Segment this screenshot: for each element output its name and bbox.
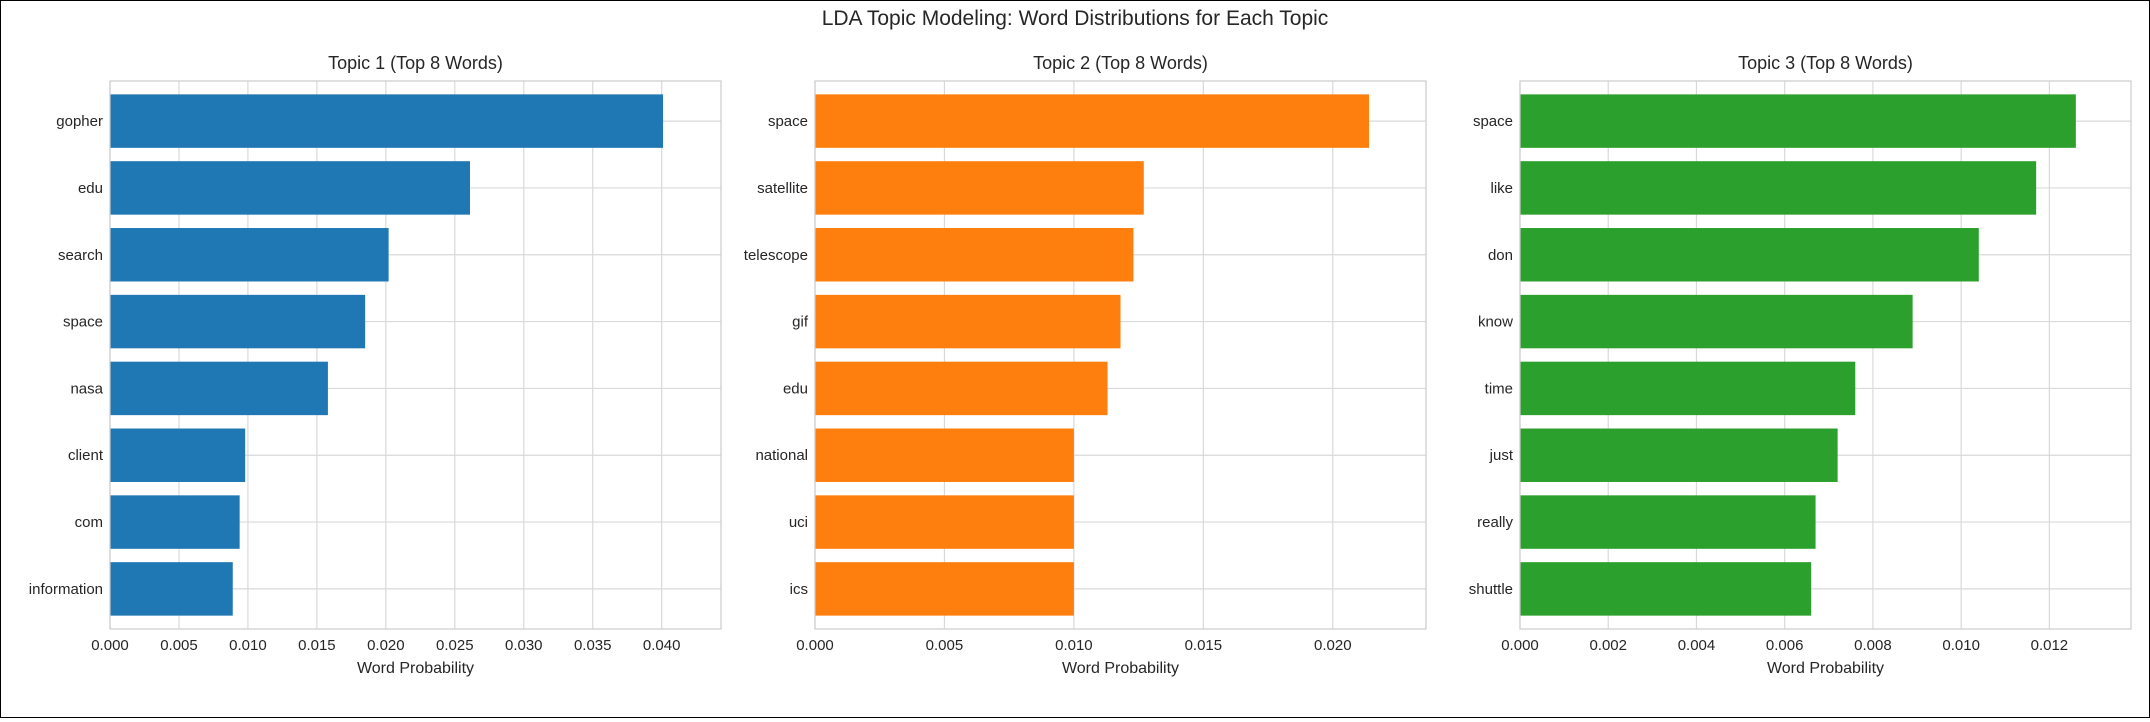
y-tick-label: client	[68, 447, 104, 464]
bar-satellite	[815, 161, 1144, 215]
x-tick-label: 0.020	[1314, 637, 1352, 654]
x-tick-label: 0.000	[796, 637, 834, 654]
x-tick-label: 0.010	[229, 637, 267, 654]
y-tick-label: just	[1489, 447, 1514, 464]
axes-frame	[814, 80, 1427, 630]
bar-com	[110, 495, 240, 549]
y-tick-label: satellite	[757, 180, 808, 197]
bar-edu	[815, 361, 1108, 416]
x-axis-label: Word Probability	[1767, 660, 1884, 677]
bar-space	[815, 94, 1370, 148]
x-tick-label: 0.006	[1766, 637, 1804, 654]
bar-gif	[815, 294, 1121, 349]
y-tick-label: don	[1488, 247, 1513, 264]
bar-time	[1520, 361, 1856, 416]
bar-search	[110, 228, 389, 282]
x-axis-label: Word Probability	[357, 660, 474, 677]
bar-gopher	[110, 94, 664, 148]
bar-space	[1520, 94, 2076, 148]
bar-just	[1520, 428, 1838, 482]
axes-frame	[109, 80, 722, 630]
bar-nasa	[110, 361, 328, 416]
y-tick-label: space	[768, 113, 808, 130]
x-tick-label: 0.020	[367, 637, 405, 654]
y-tick-label: nasa	[70, 380, 103, 397]
subplot-2: space satellite telescope gif edu national uci…	[744, 53, 1427, 677]
y-tick-label: space	[1473, 113, 1513, 130]
y-tick-label: know	[1478, 314, 1513, 331]
x-tick-label: 0.005	[160, 637, 198, 654]
bar-uci	[815, 495, 1074, 549]
x-tick-label: 0.012	[2031, 637, 2069, 654]
bar-client	[110, 428, 246, 482]
x-tick-label: 0.010	[1055, 637, 1093, 654]
y-tick-label: national	[755, 447, 808, 464]
y-tick-label: like	[1490, 180, 1513, 197]
x-axis-label: Word Probability	[1062, 660, 1179, 677]
bar-edu	[110, 161, 470, 215]
bar-space	[110, 294, 366, 349]
bar-shuttle	[1520, 562, 1812, 616]
bar-telescope	[815, 228, 1134, 282]
x-tick-label: 0.015	[298, 637, 336, 654]
x-tick-label: 0.000	[91, 637, 129, 654]
bar-know	[1520, 294, 1913, 349]
x-tick-label: 0.015	[1185, 637, 1223, 654]
x-tick-label: 0.025	[436, 637, 474, 654]
subplot-title: Topic 2 (Top 8 Words)	[1033, 53, 1208, 73]
subplot-title: Topic 1 (Top 8 Words)	[328, 53, 503, 73]
x-tick-label: 0.030	[505, 637, 543, 654]
y-tick-label: ics	[790, 581, 808, 598]
bar-information	[110, 562, 233, 616]
subplot-3: space like don know time just really shuttle 0.0…	[1469, 53, 2132, 677]
y-tick-label: edu	[783, 380, 808, 397]
y-tick-label: com	[75, 514, 103, 531]
bar-ics	[815, 562, 1074, 616]
bar-national	[815, 428, 1074, 482]
bar-like	[1520, 161, 2037, 215]
x-tick-label: 0.040	[643, 637, 681, 654]
figure-suptitle: LDA Topic Modeling: Word Distributions f…	[822, 7, 1329, 30]
x-tick-label: 0.008	[1854, 637, 1892, 654]
x-tick-label: 0.005	[926, 637, 964, 654]
y-tick-label: really	[1477, 514, 1513, 531]
y-tick-label: information	[29, 581, 103, 598]
y-tick-label: space	[63, 314, 103, 331]
y-tick-label: gif	[792, 314, 809, 331]
subplot-title: Topic 3 (Top 8 Words)	[1738, 53, 1913, 73]
y-tick-label: telescope	[744, 247, 808, 264]
x-tick-label: 0.004	[1678, 637, 1716, 654]
subplot-1: gopher edu search space nasa client com informa…	[29, 53, 722, 677]
y-tick-label: gopher	[56, 113, 103, 130]
y-tick-label: shuttle	[1469, 581, 1513, 598]
axes-frame	[1519, 80, 2132, 630]
y-tick-label: edu	[78, 180, 103, 197]
y-tick-label: search	[58, 247, 103, 264]
bar-really	[1520, 495, 1816, 549]
x-tick-label: 0.035	[574, 637, 612, 654]
y-tick-label: uci	[789, 514, 808, 531]
x-tick-label: 0.010	[1942, 637, 1980, 654]
x-tick-label: 0.002	[1589, 637, 1627, 654]
y-tick-label: time	[1485, 380, 1513, 397]
x-tick-label: 0.000	[1501, 637, 1539, 654]
bar-don	[1520, 228, 1979, 282]
